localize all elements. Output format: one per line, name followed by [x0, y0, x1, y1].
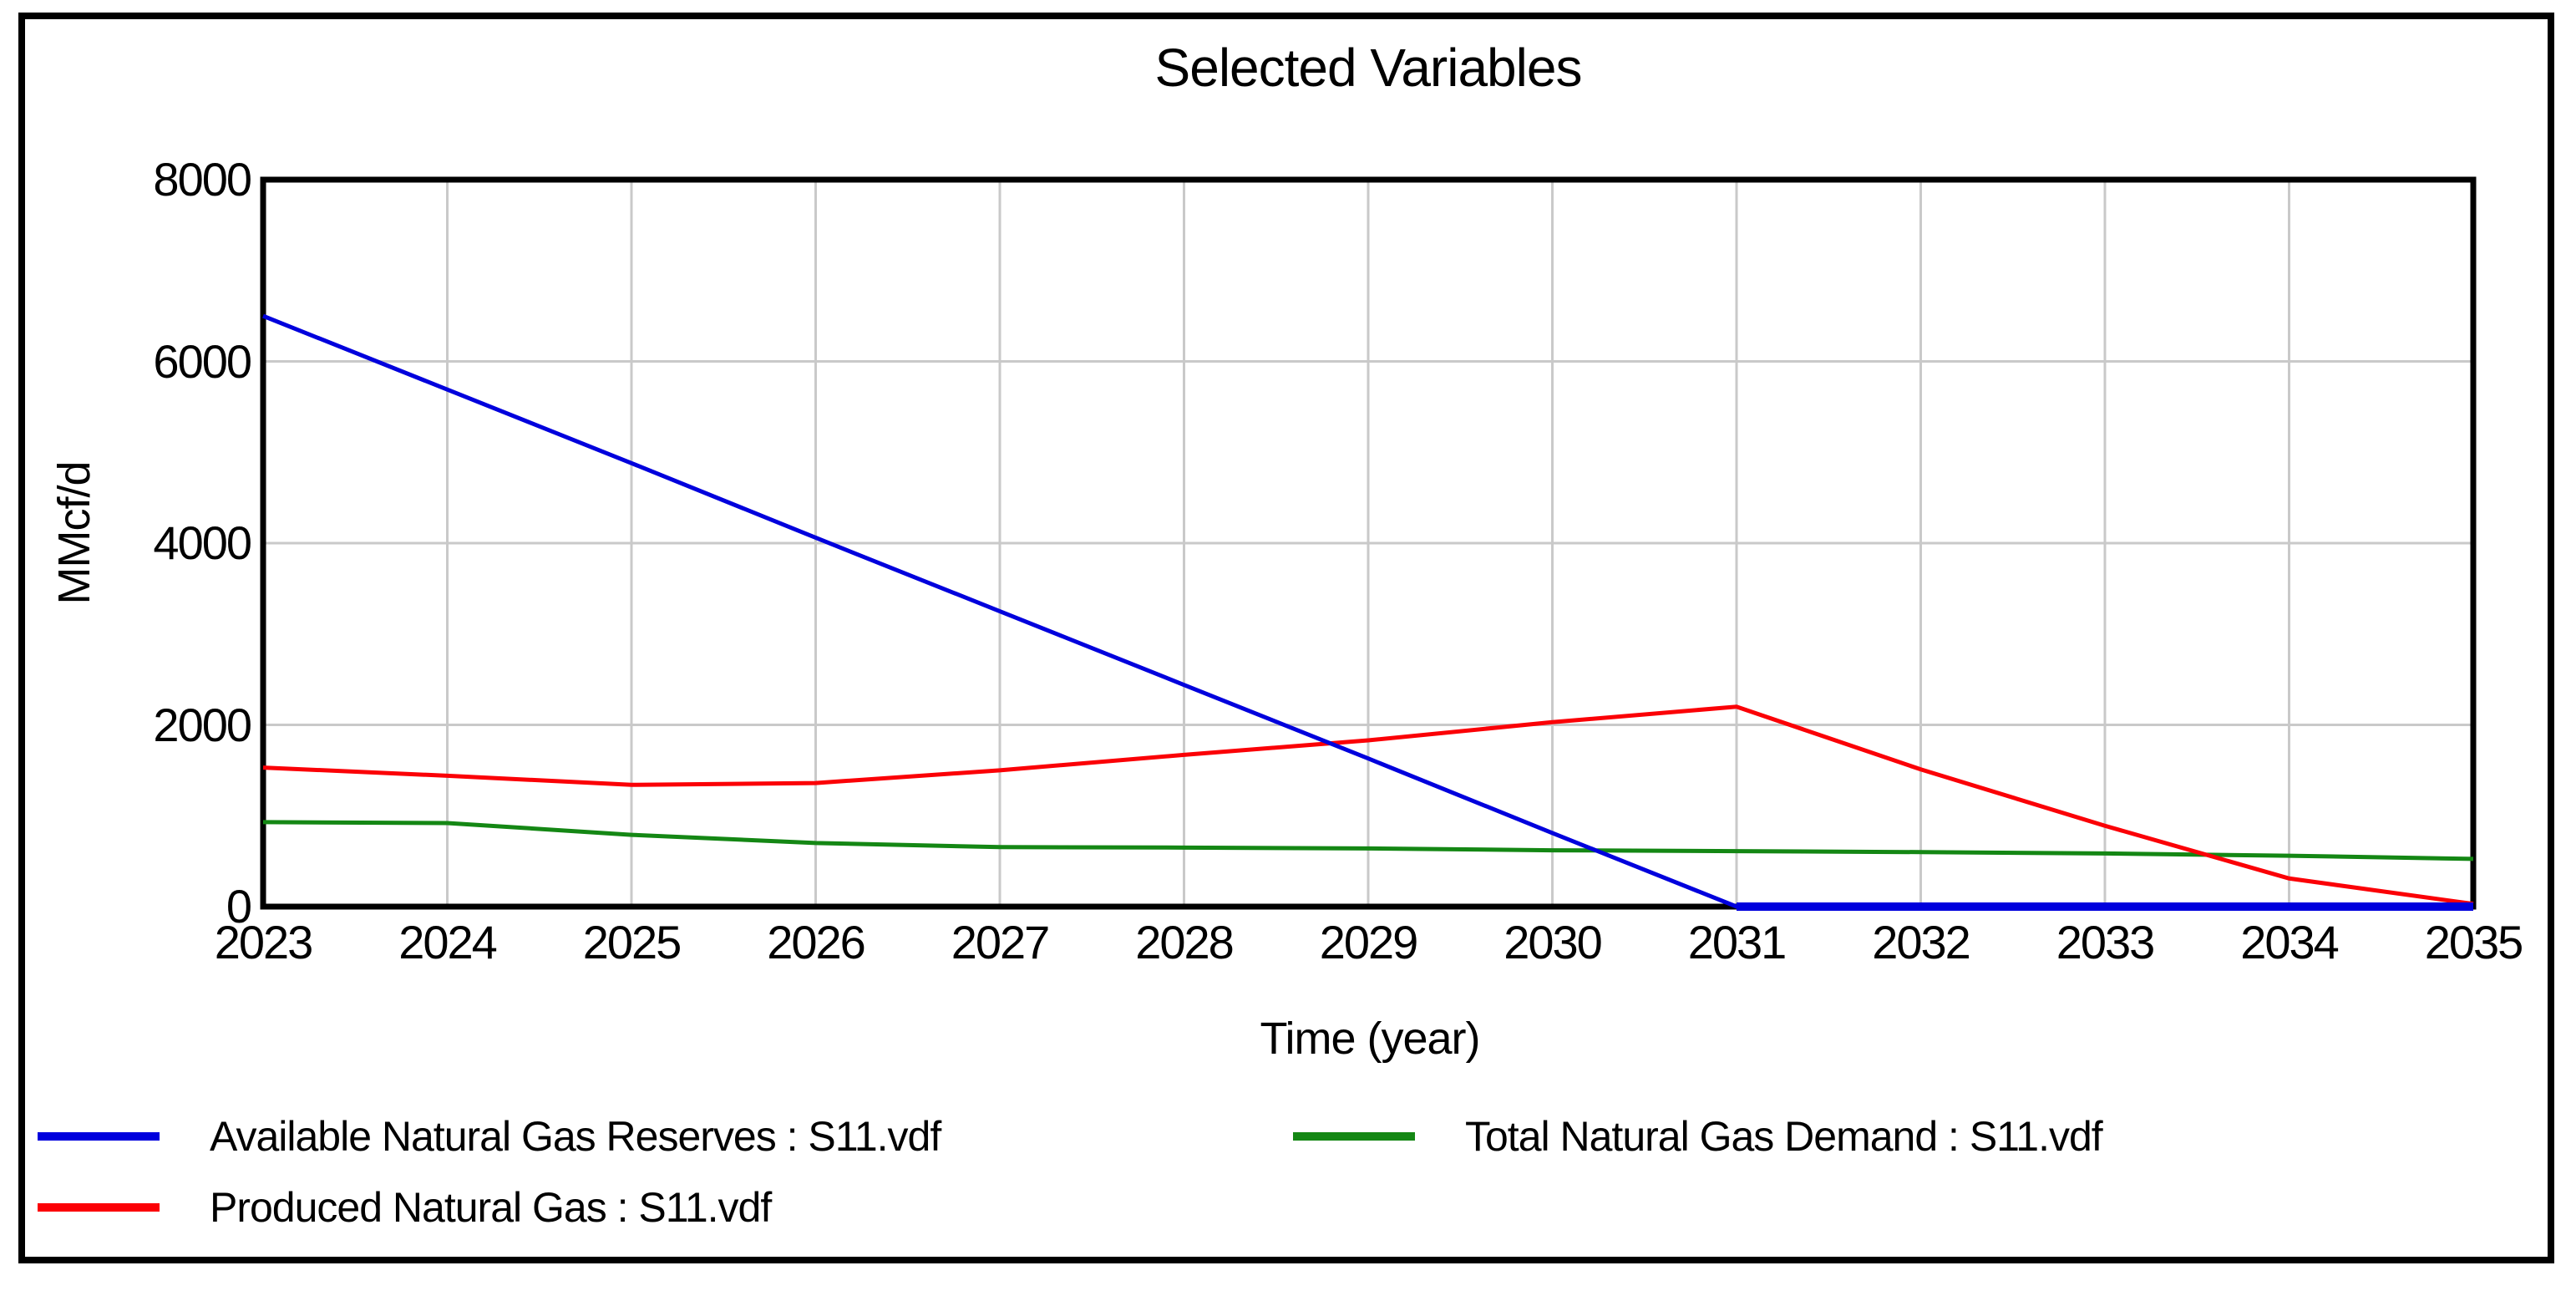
y-tick-label: 0: [226, 880, 252, 933]
x-tick-label: 2027: [951, 916, 1051, 968]
y-tick-label: 2000: [153, 698, 252, 751]
chart-title: Selected Variables: [1154, 38, 1583, 98]
legend-color-sample: [38, 1203, 160, 1212]
y-axis-unit-label: MMcf/d: [49, 461, 99, 605]
legend-color-sample: [38, 1132, 160, 1141]
legend-item-produced-natural-gas-s11-vdf: Produced Natural Gas : S11.vdf: [38, 1174, 772, 1241]
x-tick-label: 2031: [1687, 916, 1787, 968]
x-tick-label: 2032: [1872, 916, 1971, 968]
x-tick-label: 2028: [1135, 916, 1235, 968]
x-axis-title: Time (year): [1260, 1014, 1480, 1064]
x-tick-label: 2034: [2240, 916, 2340, 968]
x-tick-label: 2025: [582, 916, 682, 968]
x-tick-label: 2029: [1319, 916, 1419, 968]
legend-item-total-natural-gas-demand-s11-vdf: Total Natural Gas Demand : S11.vdf: [1293, 1103, 2103, 1170]
y-tick-label: 4000: [153, 516, 252, 569]
y-tick-label: 8000: [153, 153, 252, 206]
y-tick-label: 6000: [153, 334, 252, 388]
legend-series-label: Produced Natural Gas : S11.vdf: [210, 1184, 772, 1231]
legend-series-label: Available Natural Gas Reserves : S11.vdf: [210, 1113, 941, 1160]
legend-item-available-natural-gas-reserves-s11-vdf: Available Natural Gas Reserves : S11.vdf: [38, 1103, 941, 1170]
x-tick-label: 2026: [767, 916, 866, 968]
x-tick-label: 2024: [398, 916, 498, 968]
legend-series-label: Total Natural Gas Demand : S11.vdf: [1465, 1113, 2103, 1160]
x-tick-label: 2023: [214, 916, 314, 968]
legend-color-sample: [1293, 1132, 1415, 1141]
x-tick-label: 2033: [2056, 916, 2156, 968]
x-tick-label: 2030: [1504, 916, 1603, 968]
x-tick-label: 2035: [2424, 916, 2524, 968]
chart-outer-border: [18, 13, 2554, 1263]
